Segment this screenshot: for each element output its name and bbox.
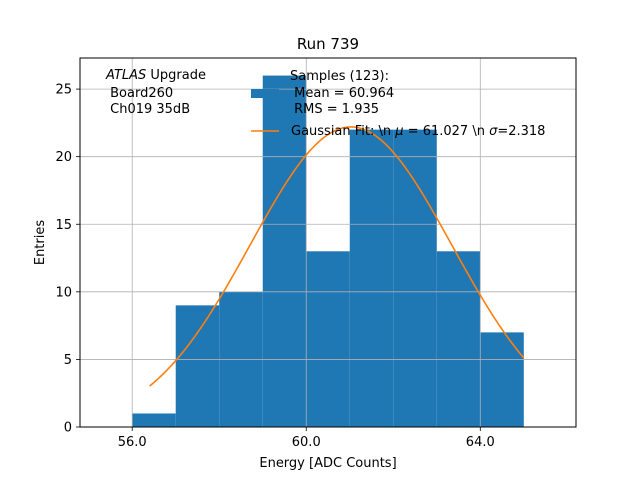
legend-samples-swatch — [251, 89, 279, 98]
legend-fit-part-2: = 61.027 \n — [404, 124, 490, 139]
annotation-line-board: Board260 — [106, 86, 173, 101]
histogram-bars — [132, 75, 524, 428]
atlas-annotation: ATLAS Upgrade Board260 Ch019 35dB — [105, 68, 206, 117]
y-tick-label: 15 — [55, 218, 72, 233]
y-tick-label: 5 — [64, 353, 72, 368]
histogram-bar — [132, 413, 176, 427]
histogram-bar — [262, 75, 307, 428]
chart-title: Run 739 — [297, 35, 359, 53]
histogram-bar — [175, 305, 220, 427]
gaussian-fit — [149, 126, 525, 387]
annotation-upgrade-word: Upgrade — [146, 68, 206, 83]
histogram-bar — [306, 251, 350, 427]
y-tick-label: 0 — [64, 421, 72, 436]
x-tick-label: 64.0 — [466, 435, 495, 450]
legend-fit-label: Gaussian Fit: \n μ = 61.027 \n σ=2.318 — [291, 124, 545, 139]
y-tick-label: 10 — [55, 285, 72, 300]
histogram-bar — [393, 129, 437, 427]
annotation-line-atlas: ATLAS Upgrade — [105, 68, 206, 83]
legend-fit-part-3: =2.318 — [497, 124, 545, 139]
legend-fit-mu-symbol: μ — [394, 124, 403, 139]
annotation-line-channel: Ch019 35dB — [106, 102, 190, 117]
fit-curve — [149, 126, 525, 387]
legend: Samples (123): Mean = 60.964 RMS = 1.935… — [251, 69, 545, 139]
legend-samples-rms: RMS = 1.935 — [290, 102, 379, 117]
axis-ticks: 56.0 60.0 64.0 0 5 10 15 20 25 — [55, 83, 494, 450]
histogram-bar — [480, 332, 524, 427]
plot-frame — [79, 57, 577, 428]
legend-samples-mean: Mean = 60.964 — [290, 86, 394, 101]
annotation-atlas-word: ATLAS — [105, 68, 146, 83]
y-axis-label: Entries — [33, 220, 48, 266]
y-tick-label: 25 — [55, 83, 72, 98]
histogram-bar — [349, 129, 394, 427]
y-tick-label: 20 — [55, 150, 72, 165]
legend-fit-sigma-symbol: σ — [489, 124, 498, 139]
legend-fit-part-1: Gaussian Fit: \n — [291, 124, 395, 139]
x-axis-label: Energy [ADC Counts] — [259, 456, 396, 471]
x-tick-label: 56.0 — [118, 435, 147, 450]
histogram-bar — [436, 251, 481, 427]
x-tick-label: 60.0 — [292, 435, 321, 450]
legend-samples-label: Samples (123): — [290, 69, 389, 84]
